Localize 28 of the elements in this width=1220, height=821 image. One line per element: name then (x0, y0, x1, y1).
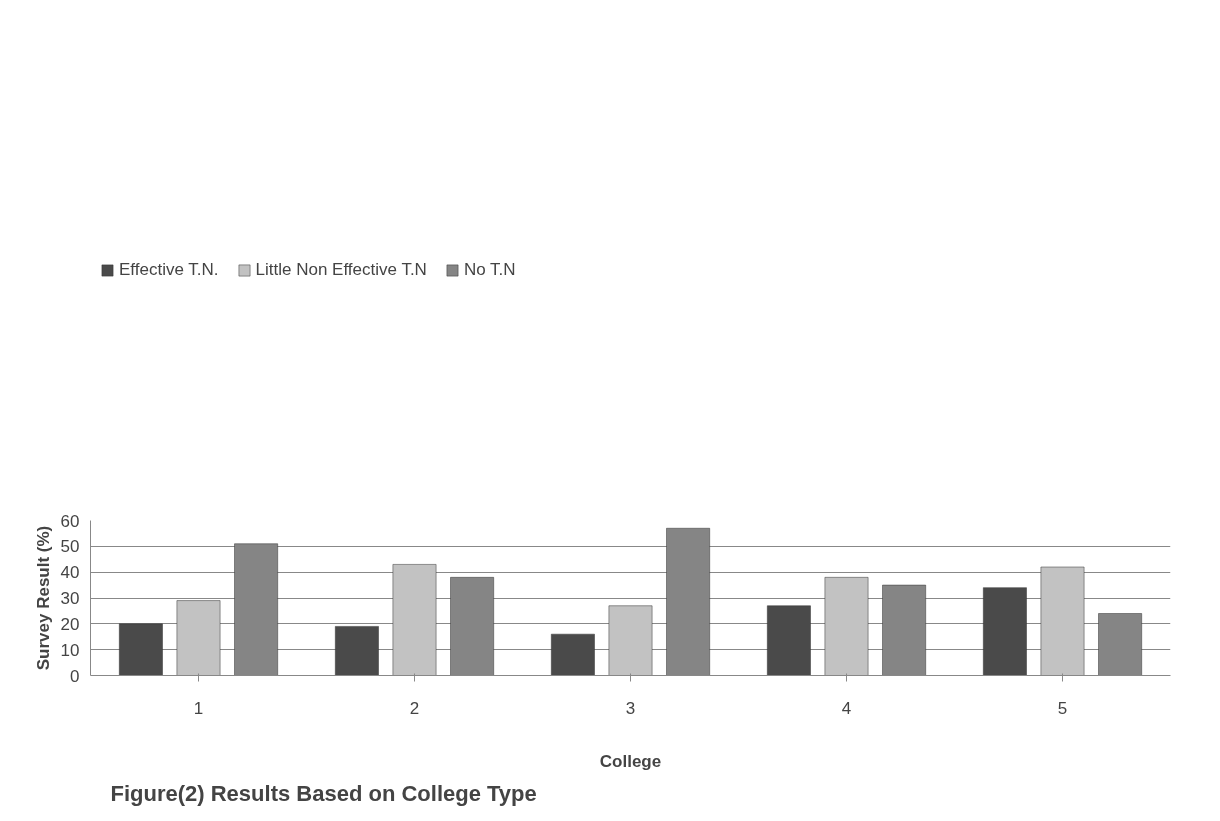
y-axis-title: Survey Result (%) (33, 525, 53, 671)
x-axis-title: College (599, 751, 662, 771)
bar (335, 626, 379, 676)
bar (767, 605, 811, 676)
bar (608, 605, 653, 676)
y-tick-label: 30 (60, 589, 80, 608)
y-tick-label: 40 (60, 563, 80, 583)
bar (824, 577, 869, 676)
legend-label: Little Non Effective T.N (255, 260, 427, 280)
x-tick-label: 1 (193, 698, 204, 718)
bar (119, 623, 163, 676)
y-tick-label: 50 (60, 537, 80, 557)
y-tick-label: 60 (60, 511, 80, 531)
bar (392, 564, 437, 676)
x-tick-label: 4 (841, 698, 852, 718)
bar (1040, 566, 1085, 676)
x-tick-label: 3 (625, 698, 636, 718)
bar (176, 600, 221, 676)
x-tick-label: 5 (1057, 698, 1068, 718)
legend-label: Effective T.N. (119, 260, 219, 280)
text: Figure(2) Results Based on College Type (110, 780, 537, 806)
y-tick-label: 20 (60, 614, 80, 634)
y-tick-label: 10 (60, 640, 80, 660)
y-tick-label: 0 (70, 666, 80, 686)
x-tick-label: 2 (409, 698, 420, 718)
legend-label: No T.N (463, 260, 516, 280)
bar (983, 587, 1027, 676)
bar (551, 633, 595, 676)
